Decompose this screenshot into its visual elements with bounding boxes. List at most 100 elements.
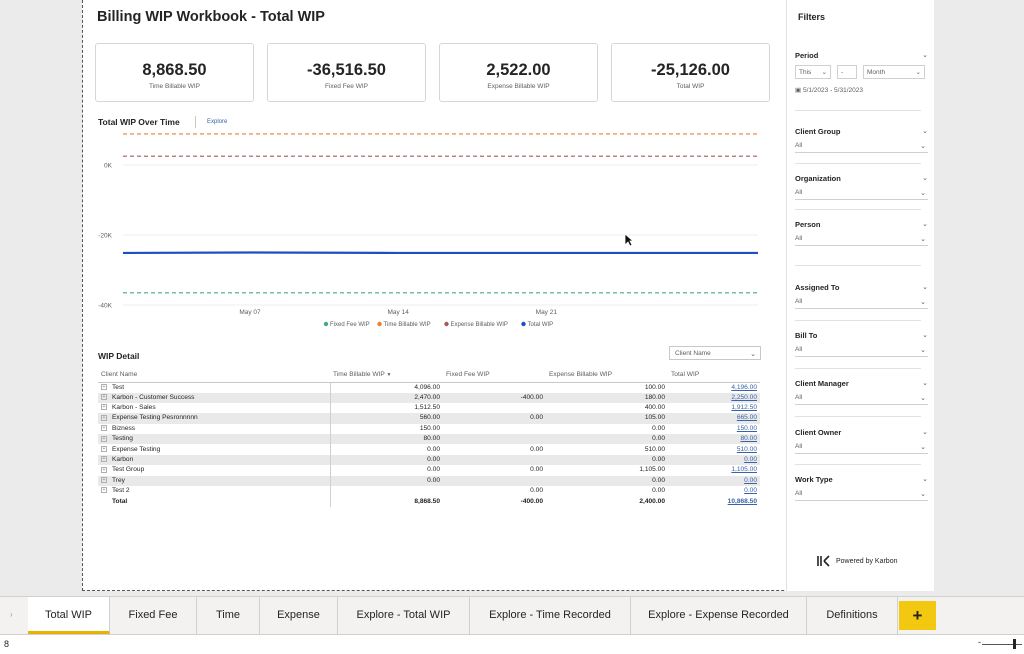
expand-icon[interactable]: + [101, 425, 107, 432]
expand-icon[interactable]: + [101, 404, 107, 411]
explore-link[interactable]: Explore [207, 119, 228, 125]
filter-dropdown[interactable]: All ⌄ [795, 298, 928, 309]
cell-total-wip-link[interactable]: 0.00 [668, 475, 760, 487]
period-count-input[interactable]: - [837, 65, 857, 79]
chevron-down-icon: ⌄ [920, 491, 926, 498]
column-header-expense-billable[interactable]: Expense Billable WIP [546, 368, 668, 383]
tab-definitions[interactable]: Definitions [807, 597, 898, 634]
chevron-down-icon[interactable]: ⌄ [922, 128, 928, 135]
total-wip-link[interactable]: 10,868.50 [727, 497, 757, 505]
table-row[interactable]: + Karbon - Sales 1,512.50 400.00 1,912.50 [98, 402, 760, 414]
cell-fixed-fee: 0.00 [530, 487, 543, 495]
cell-total-wip-link[interactable]: 80.00 [668, 434, 760, 445]
filter-dropdown[interactable]: All ⌄ [795, 490, 928, 501]
chevron-down-icon[interactable]: ⌄ [922, 284, 928, 291]
group-by-select[interactable]: Client Name ⌄ [669, 346, 761, 360]
client-name: Karbon - Sales [112, 404, 156, 412]
period-relative-select[interactable]: This ⌄ [795, 65, 831, 79]
zoom-slider-thumb[interactable] [1013, 639, 1016, 649]
chevron-down-icon[interactable]: ⌄ [922, 380, 928, 387]
cell-client: + Test Group [98, 465, 331, 476]
filter-dropdown[interactable]: All ⌄ [795, 235, 928, 246]
zoom-slider[interactable] [982, 644, 1022, 645]
tab-fixed-fee[interactable]: Fixed Fee [110, 597, 197, 634]
table-row[interactable]: + Karbon 0.00 0.00 0.00 [98, 454, 760, 466]
cell-time-billable: 4,096.00 [414, 383, 440, 391]
expand-icon[interactable]: + [101, 414, 107, 421]
cell-expense-billable: 0.00 [546, 434, 668, 445]
chevron-down-icon[interactable]: ⌄ [922, 52, 928, 59]
chevron-down-icon[interactable]: ⌄ [922, 175, 928, 182]
table-row[interactable]: + Expense Testing 0.00 0.00 510.00 510.00 [98, 444, 760, 455]
calendar-icon: ▣ [795, 87, 802, 94]
tab-explore-time-recorded[interactable]: Explore - Time Recorded [470, 597, 631, 634]
cell-total-wip-link[interactable]: 0.00 [744, 487, 757, 495]
chevron-down-icon[interactable]: ⌄ [922, 221, 928, 228]
filter-label: Person [795, 220, 821, 229]
divider [795, 209, 921, 210]
column-header-fixed-fee[interactable]: Fixed Fee WIP [443, 368, 546, 383]
zoom-out-icon[interactable]: - [978, 637, 981, 647]
kpi-card-expense-billable[interactable]: 2,522.00 Expense Billable WIP [439, 43, 598, 102]
tab-time[interactable]: Time [197, 597, 260, 634]
table-row[interactable]: + Trey 0.00 0.00 0.00 [98, 475, 760, 487]
cell-total-wip-link[interactable]: 1,912.50 [731, 404, 757, 412]
chevron-down-icon[interactable]: ⌄ [922, 476, 928, 483]
tab-total-wip[interactable]: Total WIP [28, 597, 110, 634]
cell-time-billable: 0.00 [330, 475, 443, 487]
table-row[interactable]: + Test Group 0.00 0.00 1,105.00 1,105.00 [98, 465, 760, 476]
expand-icon[interactable]: + [101, 466, 107, 473]
expand-icon[interactable]: + [101, 445, 107, 452]
kpi-card-fixed-fee[interactable]: -36,516.50 Fixed Fee WIP [267, 43, 426, 102]
filter-dropdown[interactable]: All ⌄ [795, 394, 928, 405]
expand-icon[interactable]: + [101, 456, 107, 463]
cell-total-wip-link[interactable]: 0.00 [668, 454, 760, 466]
expand-icon[interactable]: + [101, 393, 107, 400]
tab-scroll-left-icon[interactable]: › [10, 610, 13, 619]
cell-total-wip-link[interactable]: 665.00 [668, 413, 760, 424]
filter-dropdown[interactable]: All ⌄ [795, 189, 928, 200]
column-header-client[interactable]: Client Name [98, 368, 330, 383]
chevron-down-icon[interactable]: ⌄ [922, 332, 928, 339]
cell-expense-billable: 105.00 [546, 413, 668, 424]
total-wip-line-chart[interactable]: 0K -20K -40K May 07 May 14 May 21 Fixed Fee WI… [83, 130, 783, 335]
kpi-card-total-wip[interactable]: -25,126.00 Total WIP [611, 43, 770, 102]
cell-total-wip-link[interactable]: 1,105.00 [731, 466, 757, 474]
filter-dropdown[interactable]: All ⌄ [795, 346, 928, 357]
tab-explore-expense-recorded[interactable]: Explore - Expense Recorded [631, 597, 807, 634]
table-row[interactable]: + Test 2 0.00 0.00 0.00 [98, 486, 760, 497]
legend-label: Time Billable WIP [384, 322, 431, 328]
filter-dropdown[interactable]: All ⌄ [795, 443, 928, 454]
column-header-time-billable[interactable]: Time Billable WIP ▼ [330, 368, 443, 383]
cell-time-billable: 2,470.00 [330, 392, 443, 403]
kpi-card-time-billable[interactable]: 8,868.50 Time Billable WIP [95, 43, 254, 102]
expand-icon[interactable]: + [101, 477, 107, 484]
filter-label: Assigned To [795, 283, 840, 292]
tab-explore-total-wip[interactable]: Explore - Total WIP [338, 597, 470, 634]
cell-expense-billable: 180.00 [546, 392, 668, 403]
expand-icon[interactable]: + [101, 487, 107, 494]
filter-period[interactable]: Period ⌄ [795, 51, 928, 60]
add-page-button[interactable]: + [899, 601, 936, 630]
cell-total-wip-link[interactable]: 150.00 [736, 424, 757, 432]
cell-total-wip-link[interactable]: 4,196.00 [731, 383, 757, 391]
filter-label: Period [795, 51, 819, 60]
cell-time-billable: 80.00 [330, 434, 443, 445]
cell-total-wip-link[interactable]: 510.00 [736, 445, 757, 453]
table-row[interactable]: + Bizness 150.00 0.00 150.00 [98, 423, 760, 435]
filter-client-group: Client Group ⌄ All ⌄ [795, 127, 928, 153]
table-row[interactable]: + Karbon - Customer Success 2,470.00 -400.0… [98, 392, 760, 403]
table-row[interactable]: + Expense Testing Pesronnnnn 560.00 0.00 105… [98, 413, 760, 424]
expand-icon[interactable]: + [101, 383, 107, 390]
cell-client: + Karbon - Customer Success [98, 392, 331, 403]
column-header-total-wip[interactable]: Total WIP [668, 368, 760, 383]
table-row[interactable]: + Testing 80.00 0.00 80.00 [98, 434, 760, 445]
period-unit-select[interactable]: Month ⌄ [863, 65, 925, 79]
filter-dropdown[interactable]: All ⌄ [795, 142, 928, 153]
chevron-down-icon: ⌄ [920, 395, 926, 402]
expand-icon[interactable]: + [101, 435, 107, 442]
cell-total-wip-link[interactable]: 2,250.00 [668, 392, 760, 403]
chevron-down-icon[interactable]: ⌄ [922, 429, 928, 436]
tab-expense[interactable]: Expense [260, 597, 338, 634]
table-row[interactable]: + Test 4,096.00 100.00 4,196.00 [98, 382, 760, 393]
